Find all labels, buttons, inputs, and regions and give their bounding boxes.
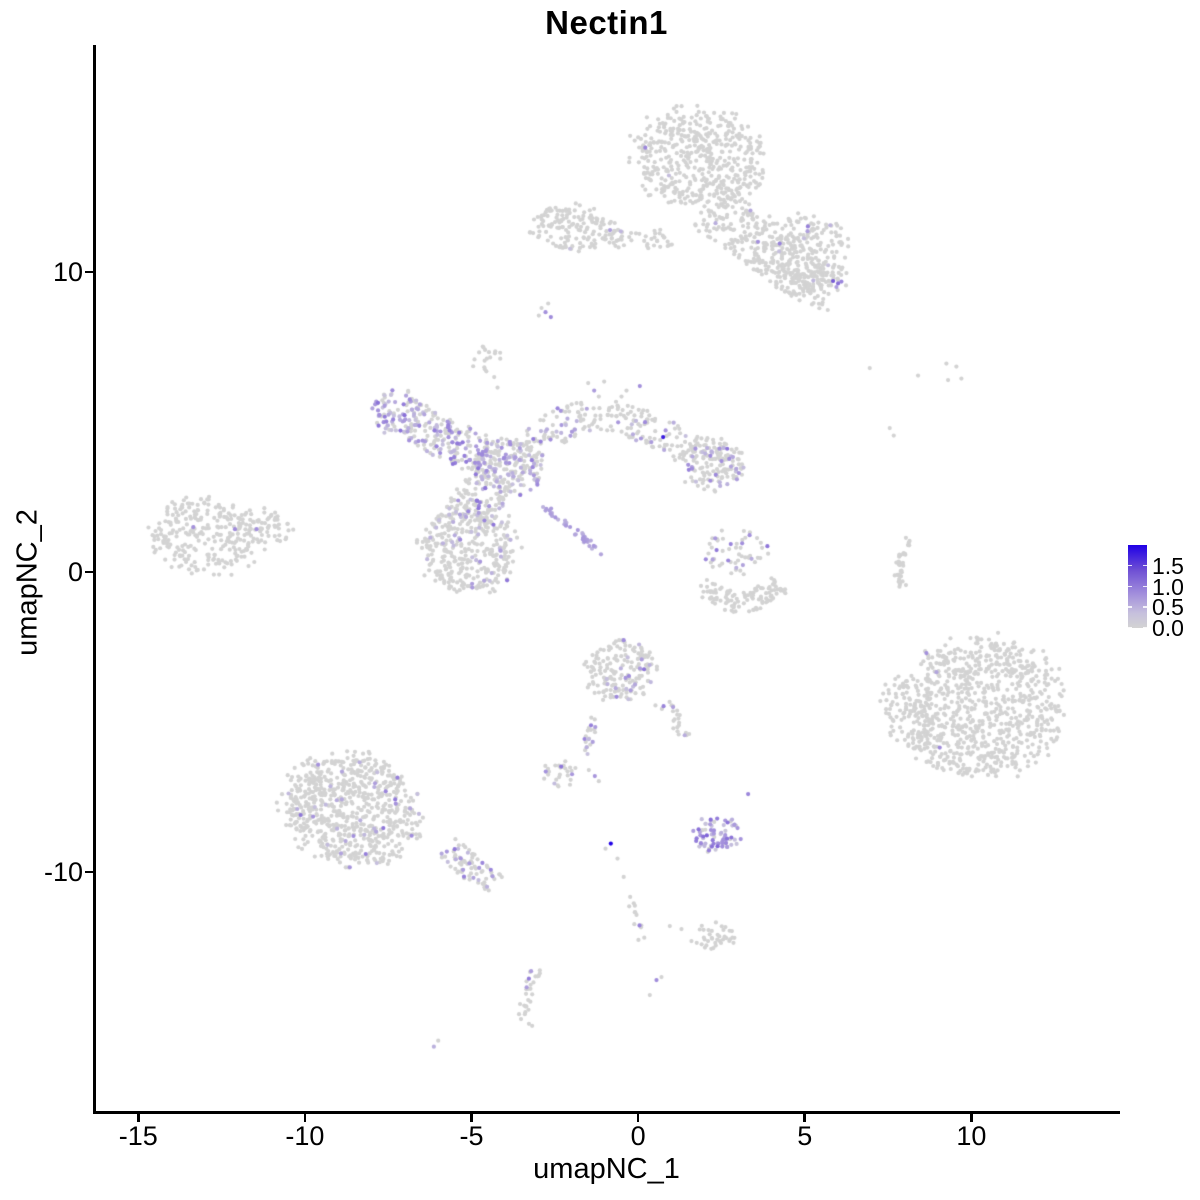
x-tick-label: 0 bbox=[630, 1121, 646, 1151]
x-tick-mark bbox=[137, 1114, 140, 1122]
x-tick-label: 5 bbox=[797, 1121, 813, 1151]
legend-bar-tick bbox=[1128, 564, 1132, 567]
legend-tick-label: 0.0 bbox=[1152, 615, 1184, 641]
legend-tick-label: 0.5 bbox=[1152, 594, 1184, 621]
legend-bar-tick bbox=[1143, 627, 1147, 629]
x-tick-mark bbox=[470, 1114, 473, 1122]
legend-bar-tick bbox=[1128, 627, 1132, 629]
x-tick-mark bbox=[803, 1114, 807, 1122]
y-axis-line bbox=[93, 45, 97, 1114]
legend-bar-tick bbox=[1143, 585, 1147, 588]
y-axis-title: umapNC_2 bbox=[11, 509, 44, 656]
x-tick-label: -10 bbox=[285, 1121, 325, 1151]
legend-bar-tick bbox=[1128, 585, 1132, 588]
legend-tick-label: 1.0 bbox=[1152, 573, 1184, 600]
x-tick-label: -5 bbox=[459, 1121, 484, 1151]
legend-gradient-bar bbox=[1128, 545, 1147, 628]
y-tick-mark bbox=[85, 270, 93, 274]
legend-bar-tick bbox=[1143, 606, 1147, 608]
x-tick-mark bbox=[303, 1114, 307, 1122]
y-tick-mark bbox=[85, 570, 93, 574]
plot-title: Nectin1 bbox=[545, 4, 668, 41]
x-tick-mark bbox=[636, 1114, 640, 1122]
x-tick-label: 10 bbox=[956, 1121, 987, 1151]
legend-bar-tick bbox=[1143, 564, 1147, 567]
x-axis-line bbox=[93, 1111, 1120, 1115]
legend-bar-tick bbox=[1128, 606, 1132, 608]
y-tick-label: 0 bbox=[67, 557, 83, 588]
y-tick-label: 10 bbox=[52, 257, 83, 288]
y-tick-mark bbox=[85, 870, 93, 874]
x-tick-mark bbox=[970, 1114, 973, 1122]
x-tick-label: -15 bbox=[118, 1121, 158, 1151]
x-axis-title: umapNC_1 bbox=[533, 1153, 680, 1185]
legend-tick-label: 1.5 bbox=[1152, 552, 1184, 579]
y-tick-label: -10 bbox=[43, 857, 83, 888]
